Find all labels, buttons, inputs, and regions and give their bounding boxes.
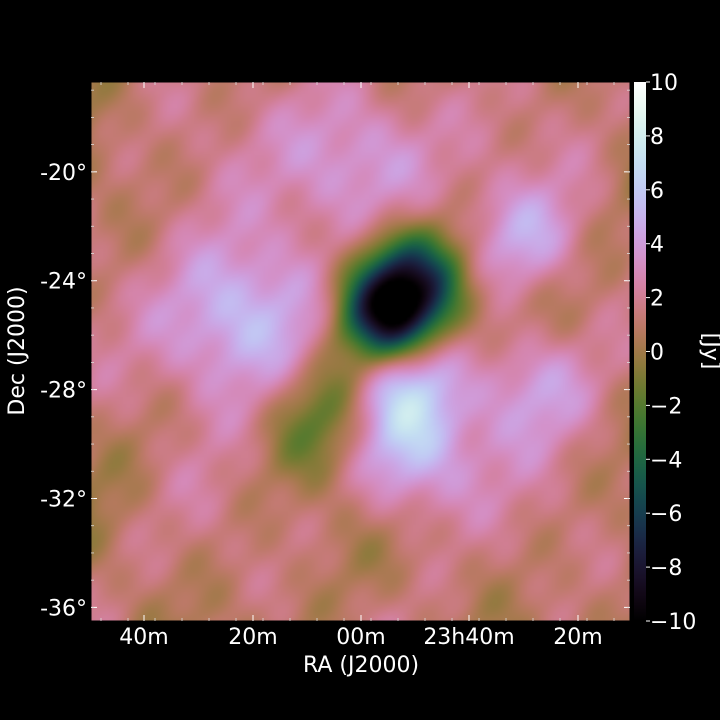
colorbar-tick-label: 10	[650, 71, 678, 96]
x-tick-label: 00m	[336, 625, 385, 650]
x-axis-label: RA (J2000)	[303, 653, 419, 678]
colorbar-tick-label: 6	[650, 179, 664, 204]
colorbar-tick-label: −6	[650, 502, 682, 527]
x-axis-ticks: 40m 20m 00m 23h40m 20m	[100, 82, 615, 650]
y-tick-label: -36°	[40, 596, 87, 621]
colorbar-gradient	[634, 82, 646, 621]
x-tick-label: 23h40m	[423, 625, 514, 650]
colorbar-tick-label: −10	[650, 610, 696, 635]
colorbar-tick-label: −4	[650, 448, 682, 473]
y-tick-label: -20°	[40, 161, 87, 186]
y-axis-label: Dec (J2000)	[5, 286, 30, 415]
colorbar-tick-label: −8	[650, 556, 682, 581]
heatmap-image	[91, 82, 630, 621]
colorbar-label: [Jy]	[698, 333, 720, 370]
x-tick-label: 20m	[553, 625, 602, 650]
colorbar-tick-label: 4	[650, 233, 664, 258]
y-tick-label: -24°	[40, 270, 87, 295]
colorbar-tick-label: 0	[650, 341, 664, 366]
x-tick-label: 40m	[119, 625, 168, 650]
x-tick-label: 20m	[228, 625, 277, 650]
heatmap-raster	[91, 82, 630, 621]
y-tick-label: -28°	[40, 379, 87, 404]
colorbar-tick-label: 8	[650, 125, 664, 150]
colorbar-tick-label: −2	[650, 394, 682, 419]
colorbar: 10 8 6 4 2 0 −2 −4 −6 −8 −10	[634, 71, 696, 635]
colorbar-tick-label: 2	[650, 287, 664, 312]
y-axis-ticks: -20° -24° -28° -32° -36°	[40, 89, 630, 621]
y-tick-label: -32°	[40, 488, 87, 513]
